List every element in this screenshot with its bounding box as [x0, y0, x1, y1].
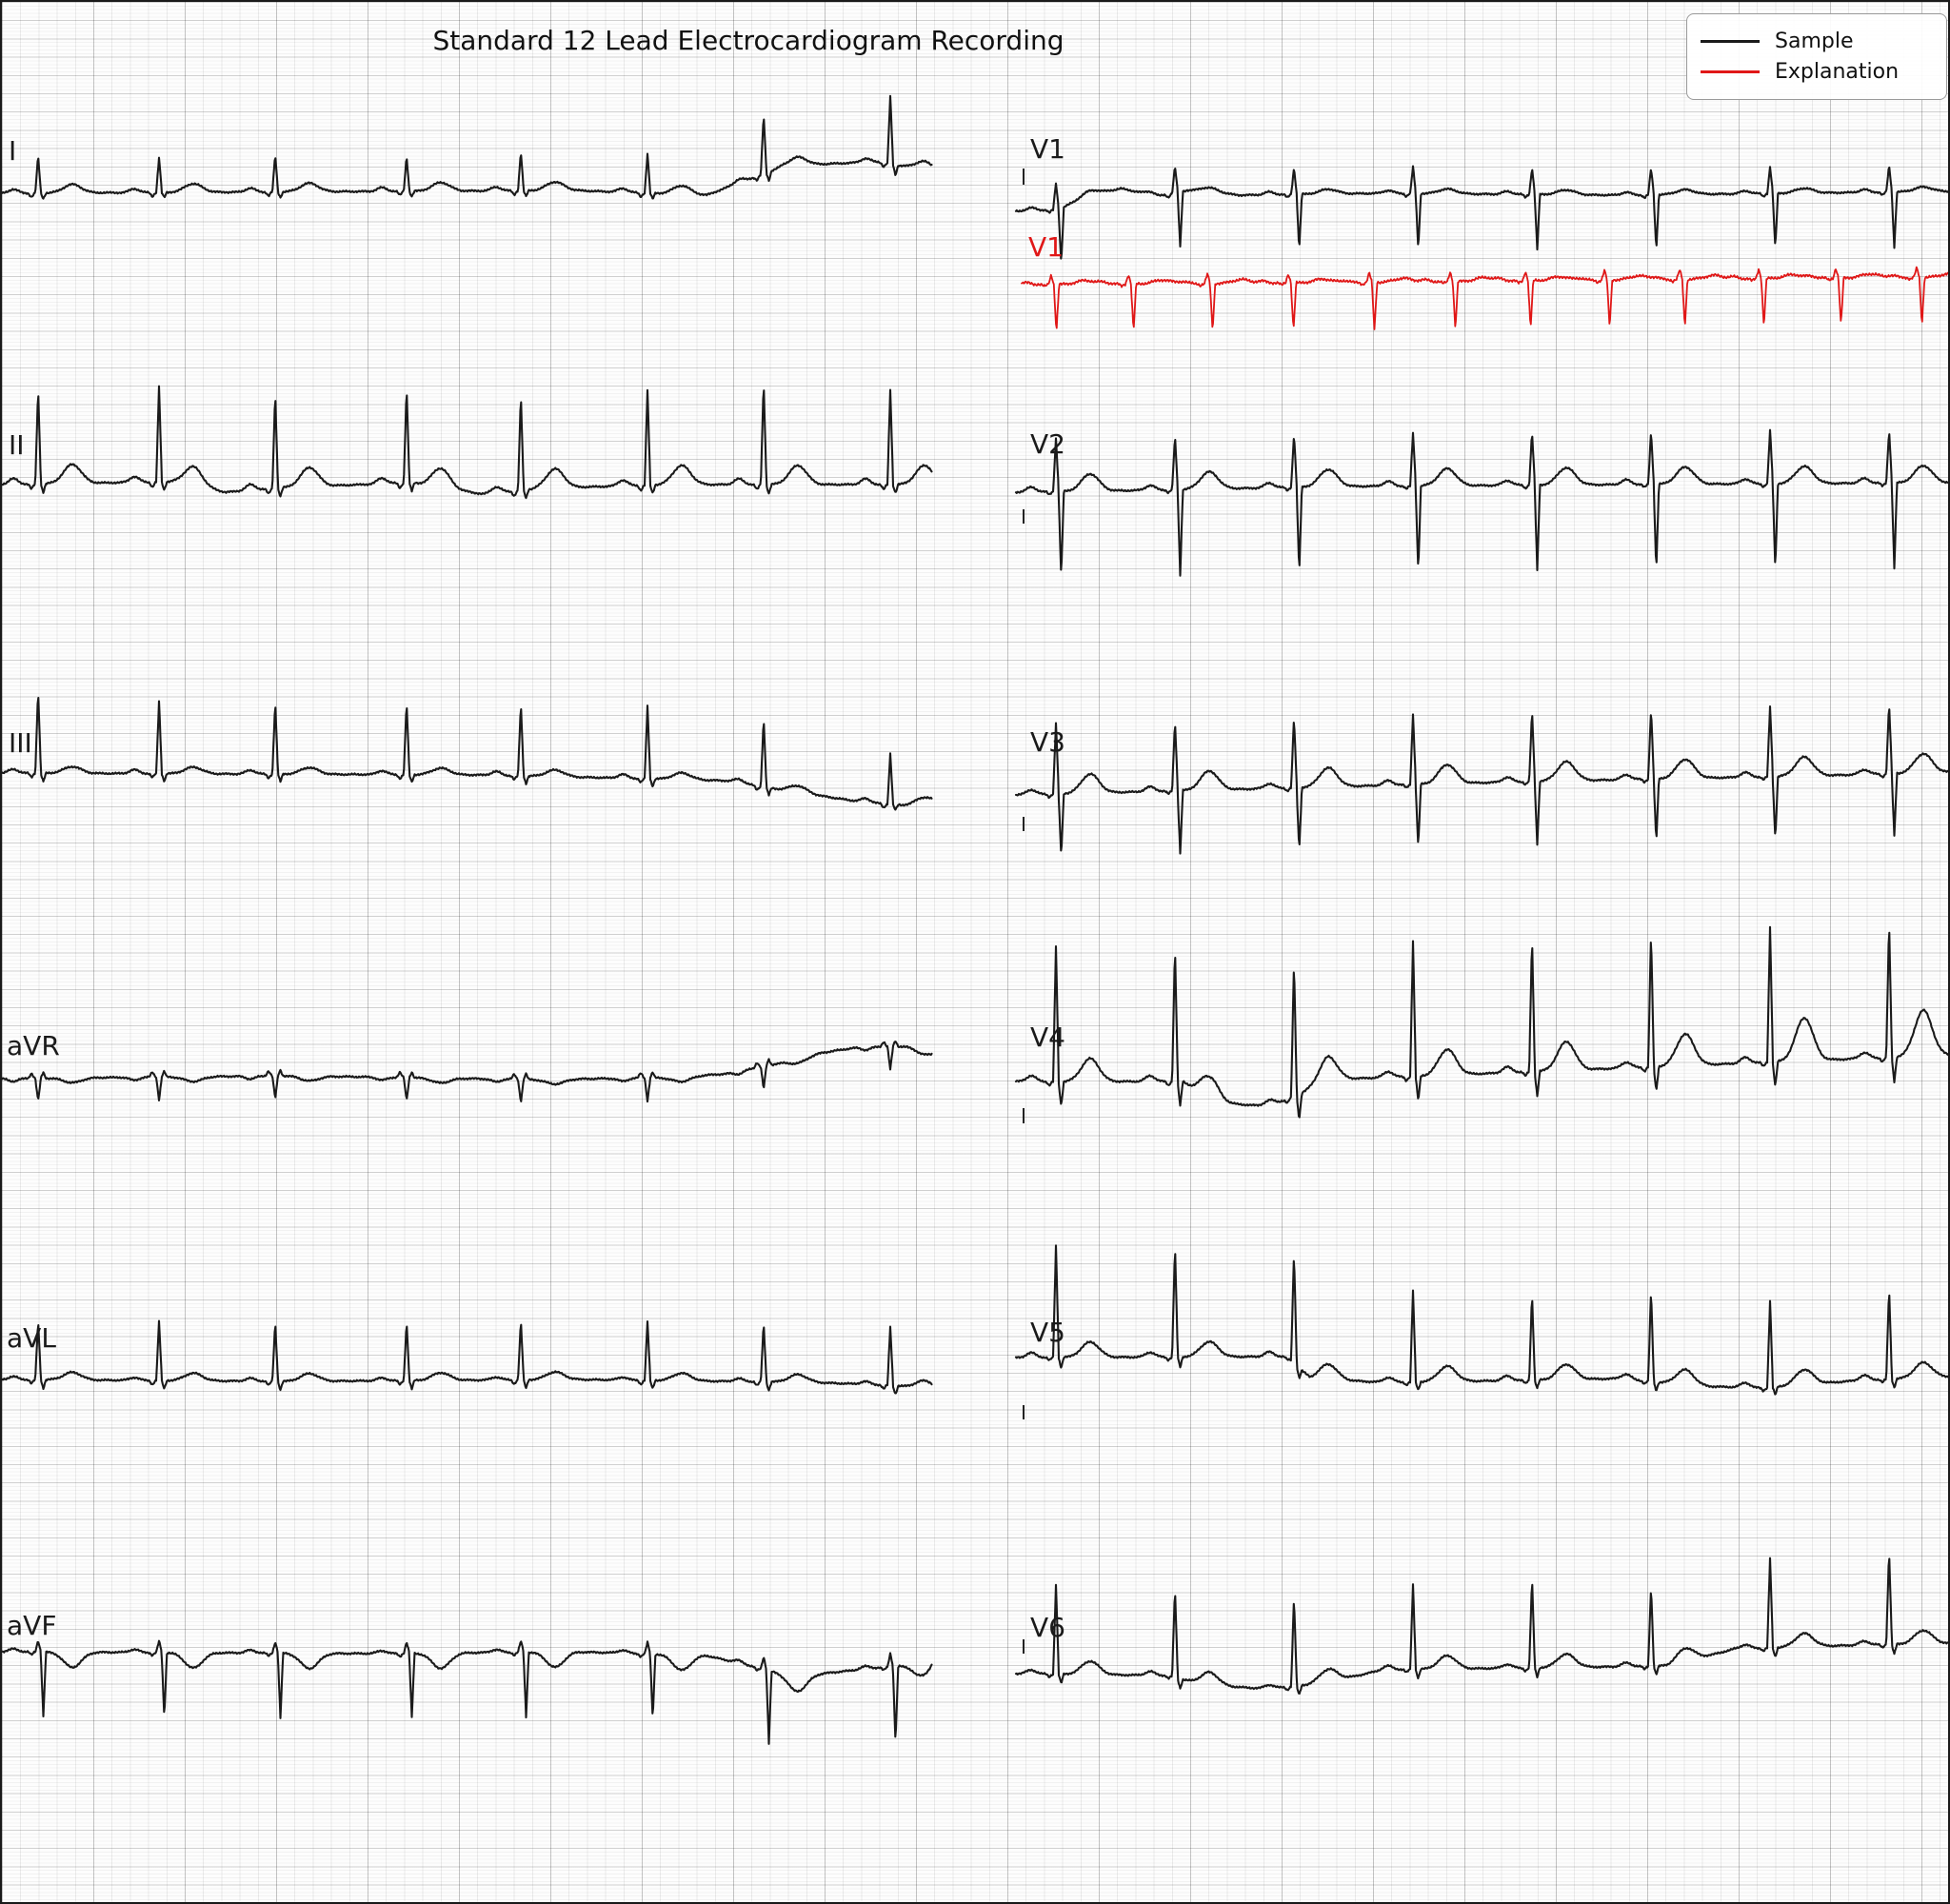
- ecg-trace-aVL: [2, 1319, 933, 1395]
- legend-item-explanation: Explanation: [1701, 59, 1933, 84]
- sample-line-swatch: [1701, 40, 1760, 43]
- ecg-trace-V6: [1014, 1557, 1948, 1695]
- ecg-trace-V2: [1014, 428, 1948, 577]
- ecg-trace-aVR: [2, 1041, 933, 1103]
- lead-label-aVR: aVR: [7, 1030, 60, 1061]
- legend: Sample Explanation: [1686, 13, 1947, 100]
- ecg-trace-V5: [1014, 1244, 1948, 1396]
- lead-label-aVL: aVL: [7, 1322, 56, 1354]
- ecg-trace-I: [2, 94, 933, 200]
- lead-label-aVF: aVF: [7, 1610, 57, 1641]
- lead-label-V2: V2: [1030, 428, 1065, 460]
- lead-label-III: III: [9, 727, 32, 759]
- lead-label-V4: V4: [1030, 1021, 1065, 1053]
- ecg-trace-V1: [1014, 165, 1948, 260]
- lead-label-I: I: [9, 135, 17, 167]
- page-title: Standard 12 Lead Electrocardiogram Recor…: [432, 25, 1065, 56]
- lead-label-V5: V5: [1030, 1317, 1065, 1348]
- legend-item-sample: Sample: [1701, 29, 1933, 53]
- lead-label-II: II: [9, 429, 25, 461]
- lead-label-V1x: V1: [1028, 231, 1064, 263]
- lead-label-V3: V3: [1030, 726, 1065, 758]
- ecg-trace-V4: [1014, 925, 1948, 1119]
- ecg-trace-III: [2, 697, 933, 811]
- explanation-line-swatch: [1701, 70, 1760, 73]
- legend-label-sample: Sample: [1775, 29, 1854, 53]
- ecg-trace-V3: [1014, 705, 1948, 855]
- ecg-trace-II: [2, 385, 933, 500]
- ecg-trace-aVF: [2, 1639, 933, 1745]
- legend-label-explanation: Explanation: [1775, 59, 1900, 84]
- lead-label-V6: V6: [1030, 1612, 1065, 1643]
- ecg-trace-V1x: [1021, 266, 1948, 330]
- lead-label-V1: V1: [1030, 133, 1065, 165]
